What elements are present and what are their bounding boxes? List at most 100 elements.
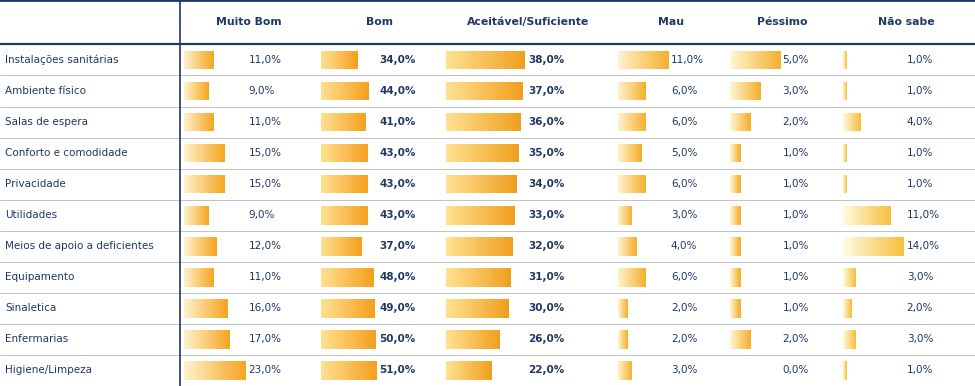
Bar xyxy=(343,82,345,100)
Bar xyxy=(209,51,211,69)
Bar xyxy=(339,175,341,193)
Bar xyxy=(327,206,329,225)
Bar xyxy=(620,144,621,163)
Bar xyxy=(495,113,498,131)
Bar xyxy=(236,361,238,380)
Bar xyxy=(207,237,209,256)
Bar xyxy=(468,330,470,349)
Bar xyxy=(520,51,523,69)
Bar xyxy=(326,175,328,193)
Bar xyxy=(847,206,849,225)
Text: Não sabe: Não sabe xyxy=(878,17,935,27)
Bar xyxy=(493,175,496,193)
Bar xyxy=(207,51,209,69)
Bar xyxy=(481,113,484,131)
Bar xyxy=(642,175,643,193)
Text: 22,0%: 22,0% xyxy=(528,366,565,376)
Bar xyxy=(733,113,734,131)
Bar xyxy=(623,237,624,256)
Bar xyxy=(198,330,200,349)
Bar xyxy=(203,113,205,131)
Bar xyxy=(202,268,204,287)
Bar xyxy=(335,113,337,131)
Bar xyxy=(631,144,633,163)
Bar xyxy=(473,51,476,69)
Bar xyxy=(329,144,331,163)
Bar xyxy=(620,144,622,163)
Bar xyxy=(466,330,468,349)
Bar xyxy=(340,299,342,318)
Bar xyxy=(867,237,870,256)
Bar xyxy=(207,113,209,131)
Bar xyxy=(322,113,324,131)
Bar xyxy=(860,113,861,131)
Bar xyxy=(618,51,620,69)
Bar xyxy=(328,330,331,349)
Bar xyxy=(772,51,774,69)
Bar xyxy=(734,82,735,100)
Bar xyxy=(330,268,332,287)
Bar xyxy=(628,51,631,69)
Bar xyxy=(211,51,213,69)
Bar xyxy=(358,361,361,380)
Bar xyxy=(634,51,636,69)
Bar xyxy=(324,206,326,225)
Bar xyxy=(359,175,361,193)
Bar xyxy=(187,237,189,256)
Bar xyxy=(741,113,742,131)
Bar xyxy=(334,113,336,131)
Bar xyxy=(187,206,189,225)
Bar xyxy=(457,206,460,225)
Bar xyxy=(653,51,655,69)
Text: 5,0%: 5,0% xyxy=(671,148,697,158)
Text: 4,0%: 4,0% xyxy=(671,241,697,251)
Bar xyxy=(733,330,734,349)
Bar xyxy=(889,237,892,256)
Bar xyxy=(209,330,211,349)
Bar xyxy=(501,206,503,225)
Bar xyxy=(455,361,457,380)
Text: 6,0%: 6,0% xyxy=(671,86,697,96)
Bar xyxy=(636,237,637,256)
Bar xyxy=(497,237,499,256)
Bar xyxy=(480,361,482,380)
Bar xyxy=(341,237,343,256)
Bar xyxy=(740,113,741,131)
Bar xyxy=(346,175,348,193)
Bar xyxy=(185,113,187,131)
Bar xyxy=(643,113,644,131)
Bar xyxy=(477,237,480,256)
Bar xyxy=(326,82,328,100)
Bar xyxy=(509,51,512,69)
Bar xyxy=(633,113,635,131)
Bar xyxy=(650,51,652,69)
Bar xyxy=(633,237,634,256)
Bar xyxy=(458,144,461,163)
Bar xyxy=(205,237,207,256)
Bar xyxy=(628,268,630,287)
Bar xyxy=(624,82,625,100)
Bar xyxy=(195,361,197,380)
Bar xyxy=(229,361,232,380)
Bar xyxy=(488,268,491,287)
Bar xyxy=(321,268,323,287)
Text: Meios de apoio a deficientes: Meios de apoio a deficientes xyxy=(5,241,154,251)
Bar xyxy=(478,144,481,163)
Bar xyxy=(201,237,202,256)
Bar xyxy=(192,206,194,225)
Bar xyxy=(240,361,243,380)
Bar xyxy=(626,237,627,256)
Bar xyxy=(450,361,452,380)
Bar xyxy=(447,299,448,318)
Bar xyxy=(366,361,368,380)
Bar xyxy=(456,299,459,318)
Bar xyxy=(755,82,756,100)
Bar xyxy=(488,299,490,318)
Bar xyxy=(623,82,624,100)
Bar xyxy=(217,330,219,349)
Text: 11,0%: 11,0% xyxy=(249,272,282,282)
Bar xyxy=(486,299,488,318)
Bar xyxy=(482,237,485,256)
Bar xyxy=(205,144,207,163)
Bar xyxy=(358,82,360,100)
